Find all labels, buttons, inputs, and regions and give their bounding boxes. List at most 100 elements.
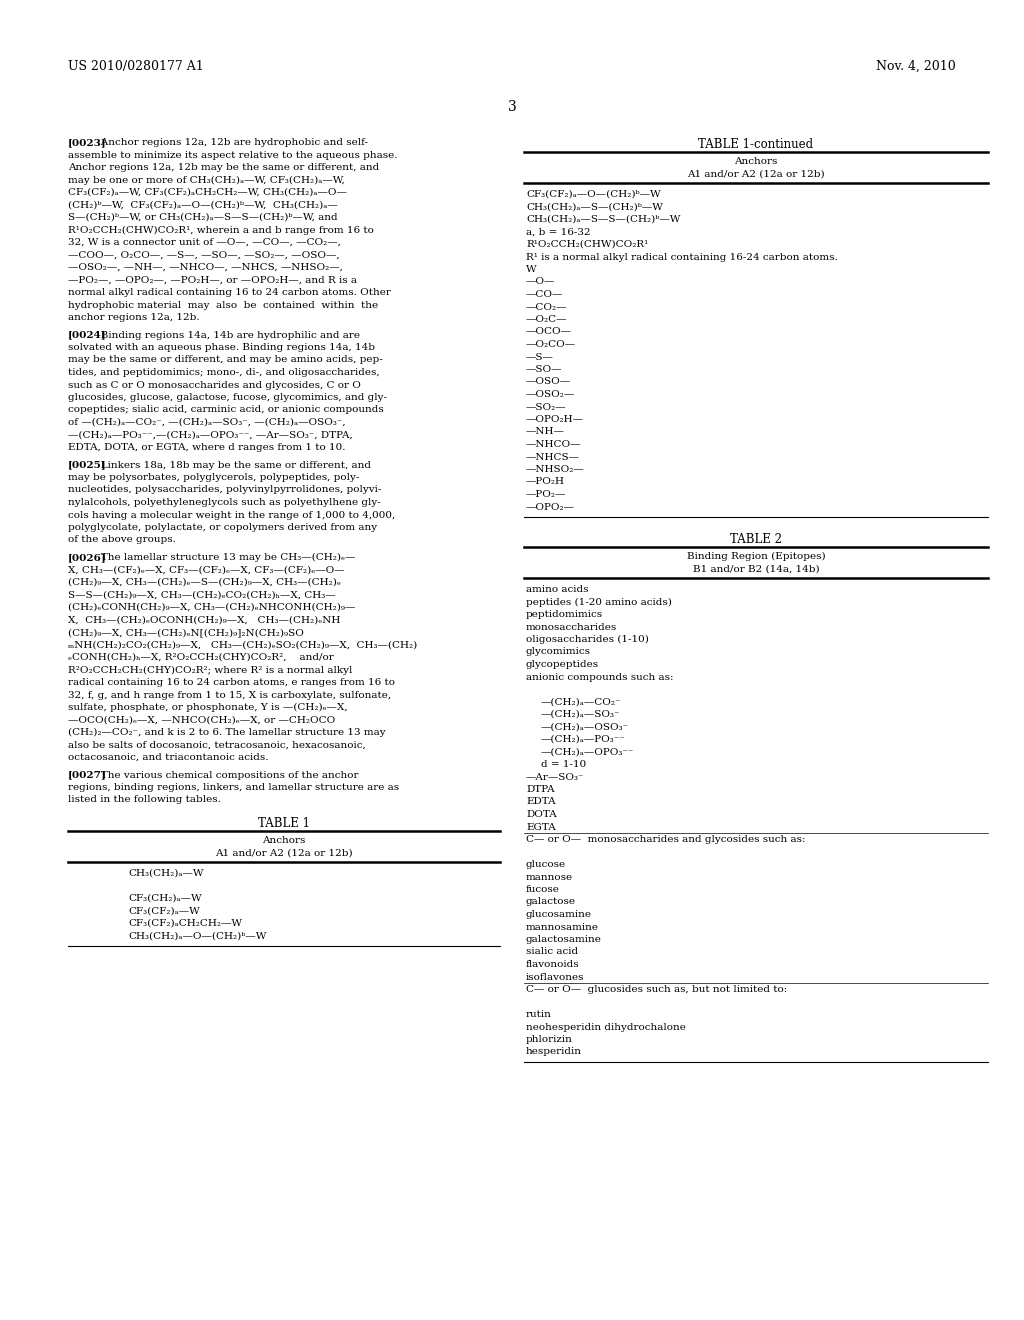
Text: S—S—(CH₂)₉—X, CH₃—(CH₂)ₑCO₂(CH₂)ₕ—X, CH₃—: S—S—(CH₂)₉—X, CH₃—(CH₂)ₑCO₂(CH₂)ₕ—X, CH₃… (68, 590, 336, 599)
Text: Anchors: Anchors (262, 836, 306, 845)
Text: —NHSO₂—: —NHSO₂— (526, 465, 585, 474)
Text: ₑCONH(CH₂)ₕ—X, R²O₂CCH₂(CHY)CO₂R²,    and/or: ₑCONH(CH₂)ₕ—X, R²O₂CCH₂(CHY)CO₂R², and/o… (68, 653, 334, 663)
Text: assemble to minimize its aspect relative to the aqueous phase.: assemble to minimize its aspect relative… (68, 150, 397, 160)
Text: EDTA: EDTA (526, 797, 556, 807)
Text: anchor regions 12a, 12b.: anchor regions 12a, 12b. (68, 313, 200, 322)
Text: copeptides; sialic acid, carminic acid, or anionic compounds: copeptides; sialic acid, carminic acid, … (68, 405, 384, 414)
Text: normal alkyl radical containing 16 to 24 carbon atoms. Other: normal alkyl radical containing 16 to 24… (68, 288, 391, 297)
Text: galactose: galactose (526, 898, 575, 907)
Text: CF₃(CF₂)ₐ—W, CF₃(CF₂)ₐCH₂CH₂—W, CH₃(CH₂)ₐ—O—: CF₃(CF₂)ₐ—W, CF₃(CF₂)ₐCH₂CH₂—W, CH₃(CH₂)… (68, 187, 347, 197)
Text: flavonoids: flavonoids (526, 960, 580, 969)
Text: (CH₂)₉—X, CH₃—(CH₂)ₑN[(CH₂)₉]₂N(CH₂)₉SO: (CH₂)₉—X, CH₃—(CH₂)ₑN[(CH₂)₉]₂N(CH₂)₉SO (68, 628, 304, 638)
Text: may be the same or different, and may be amino acids, pep-: may be the same or different, and may be… (68, 355, 383, 364)
Text: isoflavones: isoflavones (526, 973, 585, 982)
Text: A1 and/or A2 (12a or 12b): A1 and/or A2 (12a or 12b) (687, 170, 824, 180)
Text: [0027]: [0027] (68, 771, 106, 780)
Text: A1 and/or A2 (12a or 12b): A1 and/or A2 (12a or 12b) (215, 849, 353, 858)
Text: sulfate, phosphate, or phosphonate, Y is —(CH₂)ₑ—X,: sulfate, phosphate, or phosphonate, Y is… (68, 704, 347, 711)
Text: of the above groups.: of the above groups. (68, 536, 176, 544)
Text: 32, W is a connector unit of —O—, —CO—, —CO₂—,: 32, W is a connector unit of —O—, —CO—, … (68, 238, 341, 247)
Text: of —(CH₂)ₐ—CO₂⁻, —(CH₂)ₐ—SO₃⁻, —(CH₂)ₐ—OSO₃⁻,: of —(CH₂)ₐ—CO₂⁻, —(CH₂)ₐ—SO₃⁻, —(CH₂)ₐ—O… (68, 418, 346, 426)
Text: —COO—, O₂CO—, —S—, —SO—, —SO₂—, —OSO—,: —COO—, O₂CO—, —S—, —SO—, —SO₂—, —OSO—, (68, 251, 340, 260)
Text: DOTA: DOTA (526, 810, 557, 818)
Text: 3: 3 (508, 100, 516, 114)
Text: Nov. 4, 2010: Nov. 4, 2010 (877, 59, 956, 73)
Text: anionic compounds such as:: anionic compounds such as: (526, 672, 674, 681)
Text: fucose: fucose (526, 884, 560, 894)
Text: Anchor regions 12a, 12b are hydrophobic and self-: Anchor regions 12a, 12b are hydrophobic … (91, 139, 369, 147)
Text: CF₃(CF₂)ₐ—W: CF₃(CF₂)ₐ—W (128, 907, 200, 916)
Text: EGTA: EGTA (526, 822, 556, 832)
Text: Binding Region (Epitopes): Binding Region (Epitopes) (687, 552, 825, 561)
Text: mannosamine: mannosamine (526, 923, 599, 932)
Text: polyglycolate, polylactate, or copolymers derived from any: polyglycolate, polylactate, or copolymer… (68, 523, 377, 532)
Text: —S—: —S— (526, 352, 554, 362)
Text: cols having a molecular weight in the range of 1,000 to 4,000,: cols having a molecular weight in the ra… (68, 511, 395, 520)
Text: regions, binding regions, linkers, and lamellar structure are as: regions, binding regions, linkers, and l… (68, 783, 399, 792)
Text: amino acids: amino acids (526, 585, 589, 594)
Text: sialic acid: sialic acid (526, 948, 579, 957)
Text: [0023]: [0023] (68, 139, 106, 147)
Text: —Ar—SO₃⁻: —Ar—SO₃⁻ (526, 772, 585, 781)
Text: —OSO—: —OSO— (526, 378, 571, 387)
Text: —CO₂—: —CO₂— (526, 302, 567, 312)
Text: hesperidin: hesperidin (526, 1048, 582, 1056)
Text: (CH₂)₉—X, CH₃—(CH₂)ₑ—S—(CH₂)₉—X, CH₃—(CH₂)ₑ: (CH₂)₉—X, CH₃—(CH₂)ₑ—S—(CH₂)₉—X, CH₃—(CH… (68, 578, 341, 587)
Text: —O₂CO—: —O₂CO— (526, 341, 577, 348)
Text: X,  CH₃—(CH₂)ₑOCONH(CH₂)₉—X,   CH₃—(CH₂)ₑNH: X, CH₃—(CH₂)ₑOCONH(CH₂)₉—X, CH₃—(CH₂)ₑNH (68, 615, 340, 624)
Text: nylalcohols, polyethyleneglycols such as polyethylhene gly-: nylalcohols, polyethyleneglycols such as… (68, 498, 381, 507)
Text: —OPO₂—: —OPO₂— (526, 503, 575, 511)
Text: CF₃(CF₂)ₐCH₂CH₂—W: CF₃(CF₂)ₐCH₂CH₂—W (128, 919, 242, 928)
Text: glucose: glucose (526, 861, 566, 869)
Text: such as C or O monosaccharides and glycosides, C or O: such as C or O monosaccharides and glyco… (68, 380, 360, 389)
Text: TABLE 1: TABLE 1 (258, 817, 310, 830)
Text: —NH—: —NH— (526, 428, 565, 437)
Text: —SO₂—: —SO₂— (526, 403, 566, 412)
Text: —CO—: —CO— (526, 290, 563, 300)
Text: peptides (1-20 amino acids): peptides (1-20 amino acids) (526, 598, 672, 607)
Text: CH₃(CH₂)ₐ—W: CH₃(CH₂)ₐ—W (128, 869, 204, 878)
Text: neohesperidin dihydrochalone: neohesperidin dihydrochalone (526, 1023, 686, 1031)
Text: (CH₂)₂—CO₂⁻, and k is 2 to 6. The lamellar structure 13 may: (CH₂)₂—CO₂⁻, and k is 2 to 6. The lamell… (68, 729, 386, 737)
Text: [0024]: [0024] (68, 330, 106, 339)
Text: —(CH₂)ₐ—OPO₃⁻⁻: —(CH₂)ₐ—OPO₃⁻⁻ (541, 747, 635, 756)
Text: —(CH₂)ₐ—OSO₃⁻: —(CH₂)ₐ—OSO₃⁻ (541, 722, 629, 731)
Text: —OSO₂—, —NH—, —NHCO—, —NHCS, —NHSO₂—,: —OSO₂—, —NH—, —NHCO—, —NHCS, —NHSO₂—, (68, 263, 343, 272)
Text: CF₃(CH₂)ₐ—W: CF₃(CH₂)ₐ—W (128, 894, 202, 903)
Text: CH₃(CH₂)ₐ—O—(CH₂)ᵇ—W: CH₃(CH₂)ₐ—O—(CH₂)ᵇ—W (128, 932, 266, 940)
Text: ₘNH(CH₂)₂CO₂(CH₂)₉—X,   CH₃—(CH₂)ₑSO₂(CH₂)₉—X,  CH₃—(CH₂): ₘNH(CH₂)₂CO₂(CH₂)₉—X, CH₃—(CH₂)ₑSO₂(CH₂)… (68, 640, 417, 649)
Text: R¹O₂CCH₂(CHW)CO₂R¹, wherein a and b range from 16 to: R¹O₂CCH₂(CHW)CO₂R¹, wherein a and b rang… (68, 226, 374, 235)
Text: glycopeptides: glycopeptides (526, 660, 599, 669)
Text: The lamellar structure 13 may be CH₃—(CH₂)ₑ—: The lamellar structure 13 may be CH₃—(CH… (91, 553, 355, 562)
Text: Anchors: Anchors (734, 157, 777, 166)
Text: hydrophobic material  may  also  be  contained  within  the: hydrophobic material may also be contain… (68, 301, 378, 309)
Text: [0026]: [0026] (68, 553, 106, 562)
Text: —OPO₂H—: —OPO₂H— (526, 414, 584, 424)
Text: —SO—: —SO— (526, 366, 562, 374)
Text: Anchor regions 12a, 12b may be the same or different, and: Anchor regions 12a, 12b may be the same … (68, 162, 379, 172)
Text: TABLE 1-continued: TABLE 1-continued (698, 139, 813, 150)
Text: —PO₂—, —OPO₂—, —PO₂H—, or —OPO₂H—, and R is a: —PO₂—, —OPO₂—, —PO₂H—, or —OPO₂H—, and R… (68, 276, 357, 285)
Text: d = 1-10: d = 1-10 (541, 760, 587, 770)
Text: Binding regions 14a, 14b are hydrophilic and are: Binding regions 14a, 14b are hydrophilic… (91, 330, 360, 339)
Text: peptidomimics: peptidomimics (526, 610, 603, 619)
Text: —PO₂—: —PO₂— (526, 490, 566, 499)
Text: —O—: —O— (526, 277, 555, 286)
Text: CF₃(CF₂)ₐ—O—(CH₂)ᵇ—W: CF₃(CF₂)ₐ—O—(CH₂)ᵇ—W (526, 190, 660, 199)
Text: —OSO₂—: —OSO₂— (526, 389, 575, 399)
Text: mannose: mannose (526, 873, 573, 882)
Text: —OCO—: —OCO— (526, 327, 572, 337)
Text: R¹O₂CCH₂(CHW)CO₂R¹: R¹O₂CCH₂(CHW)CO₂R¹ (526, 240, 648, 249)
Text: (CH₂)ᵇ—W,  CF₃(CF₂)ₐ—O—(CH₂)ᵇ—W,  CH₃(CH₂)ₐ—: (CH₂)ᵇ—W, CF₃(CF₂)ₐ—O—(CH₂)ᵇ—W, CH₃(CH₂)… (68, 201, 338, 210)
Text: CH₃(CH₂)ₐ—S—S—(CH₂)ᵇ—W: CH₃(CH₂)ₐ—S—S—(CH₂)ᵇ—W (526, 215, 680, 224)
Text: rutin: rutin (526, 1010, 552, 1019)
Text: glycomimics: glycomimics (526, 648, 591, 656)
Text: US 2010/0280177 A1: US 2010/0280177 A1 (68, 59, 204, 73)
Text: (CH₂)ₑCONH(CH₂)₉—X, CH₃—(CH₂)ₑNHCONH(CH₂)₉—: (CH₂)ₑCONH(CH₂)₉—X, CH₃—(CH₂)ₑNHCONH(CH₂… (68, 603, 355, 612)
Text: solvated with an aqueous phase. Binding regions 14a, 14b: solvated with an aqueous phase. Binding … (68, 343, 375, 352)
Text: —(CH₂)ₐ—CO₂⁻: —(CH₂)ₐ—CO₂⁻ (541, 697, 622, 706)
Text: tides, and peptidomimics; mono-, di-, and oligosaccharides,: tides, and peptidomimics; mono-, di-, an… (68, 368, 380, 378)
Text: [0025]: [0025] (68, 461, 106, 470)
Text: oligosaccharides (1-10): oligosaccharides (1-10) (526, 635, 649, 644)
Text: —(CH₂)ₐ—SO₃⁻: —(CH₂)ₐ—SO₃⁻ (541, 710, 621, 719)
